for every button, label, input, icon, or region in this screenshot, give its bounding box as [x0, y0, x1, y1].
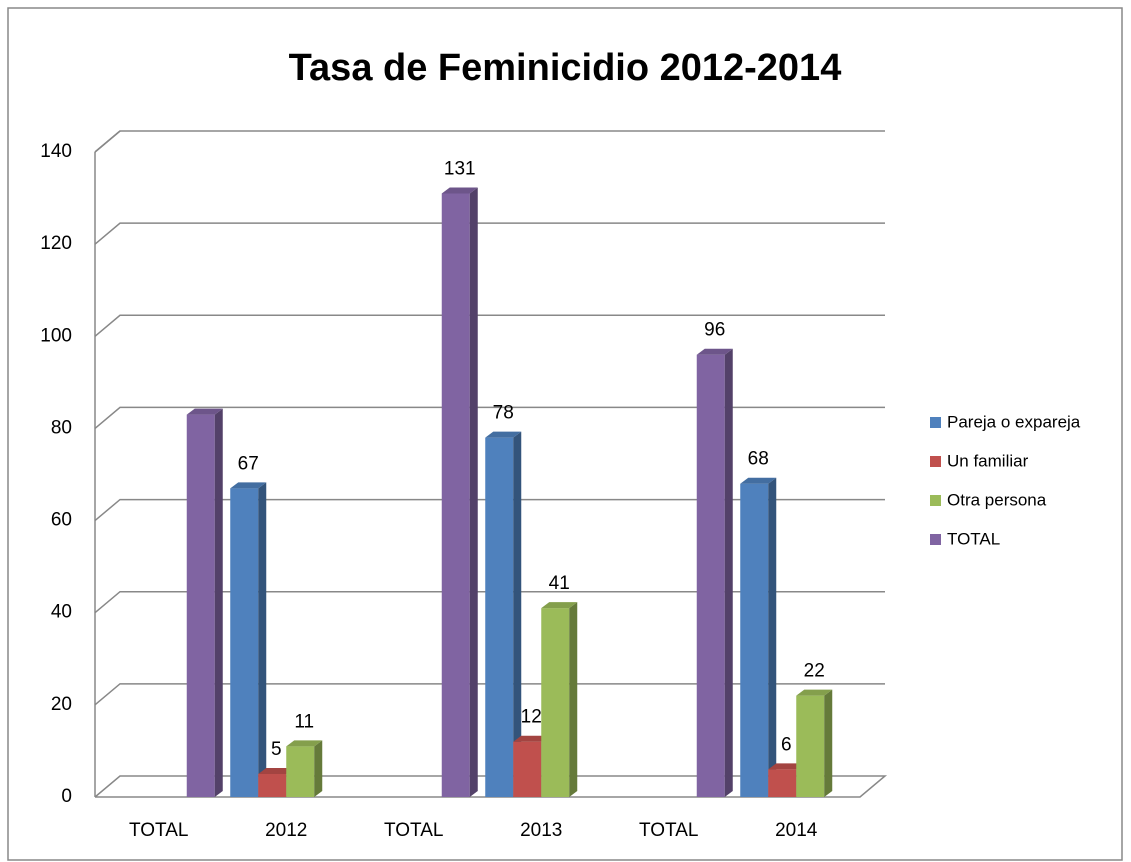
- bar-face: [513, 735, 550, 742]
- bar-face: [485, 437, 514, 797]
- bar-face: [441, 187, 478, 194]
- data-label: 96: [704, 320, 725, 341]
- x-tick-label: 2013: [520, 820, 562, 841]
- grid-line: [94, 222, 885, 245]
- data-label: 41: [549, 573, 570, 594]
- y-tick-label: 140: [40, 141, 72, 162]
- legend-swatch: [930, 534, 941, 545]
- y-tick-label: 80: [51, 417, 72, 438]
- legend-swatch: [930, 495, 941, 506]
- x-tick-label: 2014: [775, 820, 818, 841]
- data-label: 22: [804, 661, 825, 682]
- data-label: 12: [521, 707, 542, 728]
- bar-face: [768, 477, 777, 797]
- bar: [541, 602, 578, 797]
- data-label: 5: [271, 739, 282, 760]
- x-tick-label: TOTAL: [384, 820, 443, 841]
- bar-face: [286, 746, 315, 797]
- bar-face: [768, 769, 797, 797]
- bar-face: [513, 431, 522, 797]
- legend-label: Un familiar: [947, 451, 1029, 470]
- bar: [740, 477, 777, 797]
- chart-title: Tasa de Feminicidio 2012-2014: [289, 47, 842, 89]
- grid-line: [94, 406, 885, 430]
- grid-line: [94, 314, 885, 337]
- bar-face: [696, 354, 725, 797]
- data-label: 11: [294, 711, 314, 732]
- legend-label: Otra persona: [947, 490, 1047, 509]
- x-tick-label: 2012: [265, 820, 307, 841]
- grid-line: [94, 775, 888, 798]
- bar-face: [740, 477, 777, 484]
- bar-face: [796, 695, 825, 797]
- bar-face: [230, 482, 267, 489]
- bar-face: [258, 767, 295, 774]
- data-label: 68: [748, 449, 769, 470]
- bar: [441, 187, 478, 797]
- bar-face: [258, 482, 267, 797]
- y-tick-label: 20: [51, 694, 72, 715]
- bar-face: [441, 193, 470, 797]
- bar: [796, 689, 833, 797]
- y-tick-label: 120: [40, 233, 72, 254]
- grid-line: [94, 130, 885, 153]
- legend-label: TOTAL: [947, 529, 1000, 548]
- bar-face: [768, 763, 805, 770]
- bar: [230, 482, 267, 797]
- legend-swatch: [930, 417, 941, 428]
- data-label: 67: [238, 453, 259, 474]
- bar: [485, 431, 522, 797]
- bar-face: [314, 740, 323, 797]
- legend-label: Pareja o expareja: [947, 412, 1081, 431]
- bar-face: [696, 348, 733, 355]
- grid-line: [94, 683, 885, 706]
- bar-face: [485, 431, 522, 438]
- bar: [186, 408, 223, 797]
- bar: [286, 740, 323, 797]
- data-label: 131: [444, 158, 476, 179]
- bar-face: [214, 408, 223, 797]
- x-tick-label: TOTAL: [129, 820, 188, 841]
- bar: [696, 348, 733, 797]
- chart-border: [7, 7, 1123, 861]
- y-tick-label: 100: [40, 325, 72, 346]
- y-tick-label: 60: [51, 510, 72, 531]
- data-label: 6: [781, 734, 792, 755]
- bar-face: [186, 408, 223, 415]
- bar-face: [740, 483, 769, 797]
- bar-face: [541, 608, 570, 797]
- x-tick-label: TOTAL: [639, 820, 698, 841]
- bar-face: [469, 187, 478, 797]
- y-tick-label: 0: [61, 786, 72, 807]
- grid-line: [94, 590, 885, 614]
- bar-face: [569, 602, 578, 797]
- bar-face: [513, 741, 542, 797]
- y-tick-label: 40: [51, 602, 72, 623]
- bar-face: [186, 414, 215, 797]
- legend-swatch: [930, 456, 941, 467]
- grid-line: [94, 498, 885, 522]
- bar-face: [796, 689, 833, 696]
- data-label: 78: [493, 403, 514, 424]
- bar-face: [724, 348, 733, 797]
- bar-face: [541, 602, 578, 609]
- bar-face: [824, 689, 833, 797]
- bar-face: [258, 773, 287, 797]
- bar-face: [230, 488, 259, 797]
- bar-face: [286, 740, 323, 747]
